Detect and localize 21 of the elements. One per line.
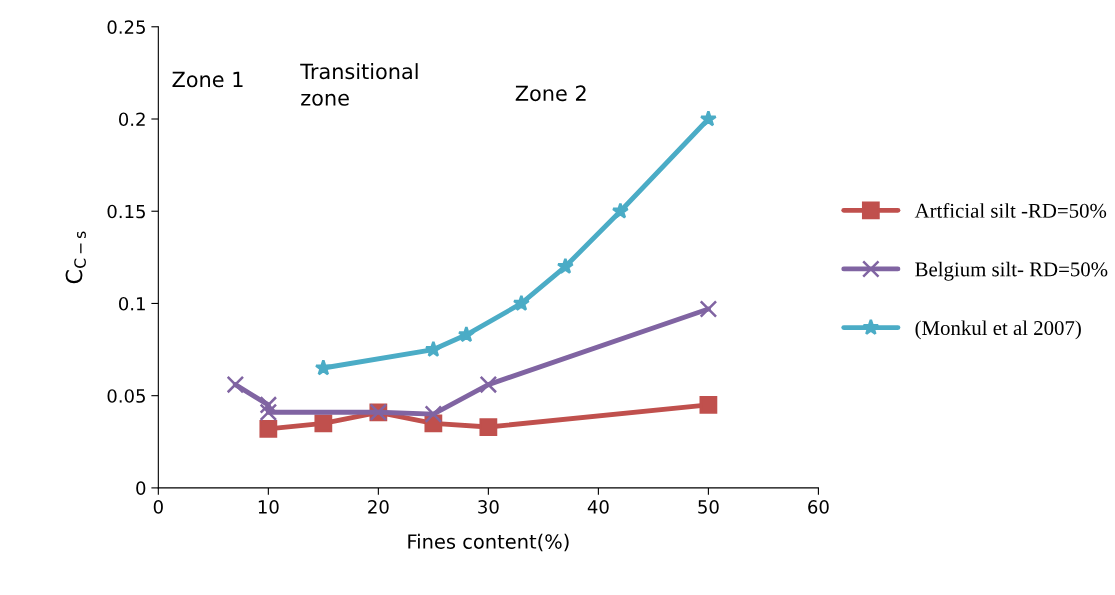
y-tick-label: 0.2 — [119, 112, 145, 127]
x-tick-label: 20 — [368, 500, 389, 514]
x-axis-title: Fines content(%) — [408, 533, 569, 552]
y-axis-title: C$_{C−s}$ — [65, 231, 86, 284]
y-tick-label: 0.05 — [107, 389, 145, 403]
x-tick-label: 50 — [698, 500, 719, 514]
legend-label: Artficial silt -RD=50% — [914, 202, 1107, 218]
x-tick-label: 0 — [153, 500, 163, 514]
y-tick-label: 0.15 — [107, 204, 145, 219]
x-tick-label: 30 — [478, 500, 499, 514]
legend-label: (Monkul et al 2007) — [915, 320, 1081, 340]
annotation: Transitional zone — [300, 63, 418, 106]
x-tick-label: 40 — [587, 500, 609, 514]
y-tick-label: 0.25 — [107, 20, 145, 34]
annotation: Zone 2 — [515, 85, 586, 102]
y-tick-label: 0 — [136, 481, 146, 496]
x-tick-label: 10 — [258, 500, 279, 514]
x-tick-label: 60 — [808, 500, 829, 514]
legend-label: Belgium silt- RD=50% — [915, 261, 1108, 281]
annotation: Zone 1 — [172, 71, 243, 88]
y-tick-label: 0.1 — [119, 296, 145, 311]
